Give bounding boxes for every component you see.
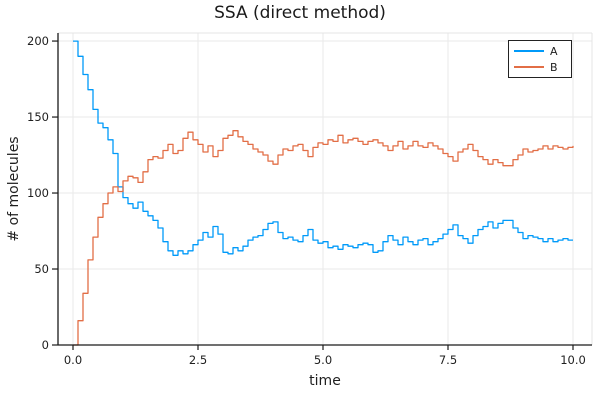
x-tick-label: 0.0	[64, 353, 82, 367]
x-tick-label: 2.5	[189, 353, 207, 367]
series-line-B	[73, 130, 574, 346]
legend-item-B: B	[509, 61, 571, 74]
y-tick-label: 200	[27, 34, 49, 48]
x-tick-label: 7.5	[439, 353, 457, 367]
x-tick-label: 10.0	[560, 353, 586, 367]
x-tick-label: 5.0	[314, 353, 332, 367]
y-axis-label: # of molecules	[6, 136, 22, 242]
y-tick-label: 100	[27, 186, 49, 200]
legend-line-A	[514, 50, 544, 52]
legend-item-A: A	[509, 45, 571, 58]
series-line-A	[73, 40, 573, 256]
x-axis-label: time	[309, 373, 341, 389]
legend-label-A: A	[550, 44, 558, 58]
chart-title: SSA (direct method)	[214, 3, 386, 23]
legend-line-B	[514, 66, 544, 68]
y-tick-label: 150	[27, 110, 49, 124]
y-tick-label: 50	[34, 262, 49, 276]
y-tick-label: 0	[42, 338, 49, 352]
legend-label-B: B	[550, 60, 558, 74]
